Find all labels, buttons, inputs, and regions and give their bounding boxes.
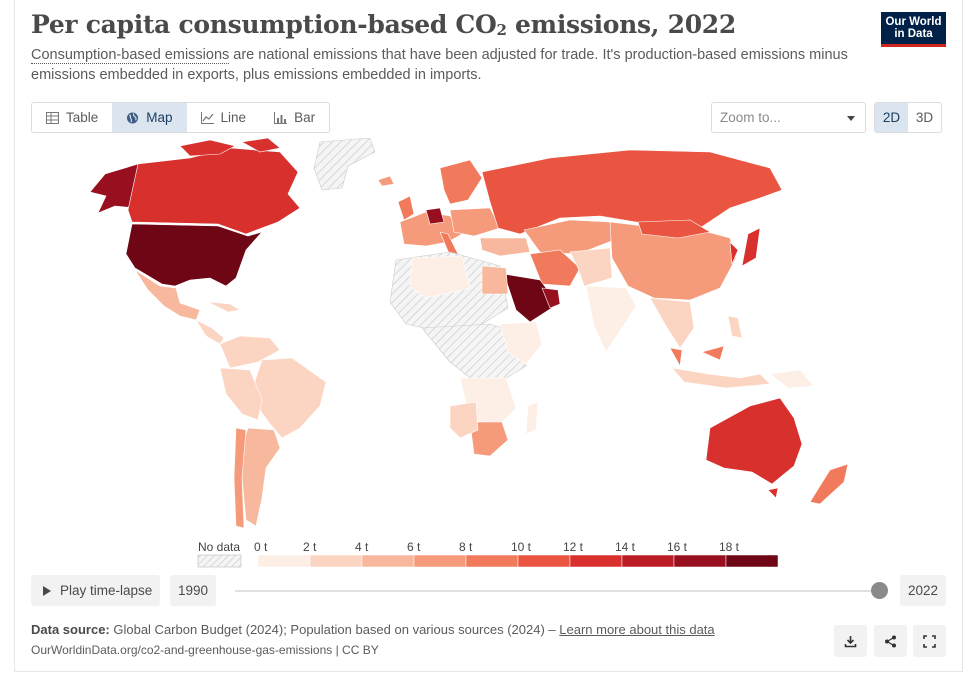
country-scandinavia[interactable] [439, 159, 483, 205]
share-button[interactable] [874, 625, 907, 657]
projection-3d-button[interactable]: 3D [915, 110, 934, 125]
source-url[interactable]: OurWorldinData.org/co2-and-greenhouse-ga… [31, 643, 379, 657]
country-canada-arctic[interactable] [179, 138, 281, 157]
country-turkey-caucasus[interactable] [479, 237, 531, 257]
country-libya-algeria[interactable] [409, 255, 471, 299]
legend-bin[interactable] [569, 554, 623, 568]
legend-tick-label: 12 t [563, 540, 584, 554]
color-legend [197, 554, 779, 568]
country-eastern-europe[interactable] [449, 207, 501, 237]
fullscreen-button[interactable] [913, 625, 946, 657]
world-map[interactable] [30, 138, 950, 538]
timeline-handle[interactable] [871, 582, 888, 599]
play-icon [43, 585, 51, 596]
country-southeast-asia[interactable] [649, 297, 695, 349]
country-russia[interactable] [481, 149, 783, 235]
chart-tabs: Table Map Line Bar [31, 102, 331, 133]
country-peru-bolivia[interactable] [219, 367, 263, 421]
data-source: Data source: Global Carbon Budget (2024)… [31, 622, 715, 637]
country-gulf-states[interactable] [541, 287, 561, 309]
tab-bar[interactable]: Bar [260, 103, 329, 132]
legend-bin[interactable] [257, 554, 311, 568]
country-tasmania[interactable] [767, 487, 779, 499]
projection-2d-button[interactable]: 2D [875, 103, 908, 132]
legend-tick-label: 6 t [407, 540, 421, 554]
legend-bin[interactable] [621, 554, 675, 568]
legend-no-data-label: No data [198, 540, 241, 554]
table-icon [46, 111, 59, 124]
tab-map[interactable]: Map [112, 103, 187, 132]
legend-bin[interactable] [413, 554, 467, 568]
tab-table[interactable]: Table [32, 103, 112, 132]
legend-bin[interactable] [361, 554, 415, 568]
legend-tick-label: 18 t [719, 540, 740, 554]
country-egypt[interactable] [481, 265, 509, 295]
country-philippines[interactable] [727, 315, 743, 339]
country-central-america[interactable] [195, 319, 225, 345]
country-png[interactable] [769, 369, 815, 389]
chevron-down-icon [847, 116, 855, 121]
country-argentina[interactable] [241, 427, 281, 527]
country-south-africa[interactable] [469, 421, 509, 457]
country-australia[interactable] [705, 397, 803, 485]
globe-icon [127, 111, 139, 124]
owid-logo[interactable]: Our World in Data [881, 12, 946, 47]
country-colombia-venezuela[interactable] [219, 335, 281, 369]
country-uk-ireland[interactable] [397, 195, 415, 221]
legend-tick-label: 8 t [459, 540, 473, 554]
country-new-zealand[interactable] [809, 463, 849, 505]
country-mexico[interactable] [134, 269, 201, 321]
legend-bin[interactable] [309, 554, 363, 568]
learn-more-link[interactable]: Learn more about this data [559, 622, 715, 637]
country-east-africa[interactable] [499, 321, 543, 365]
country-iceland[interactable] [377, 175, 395, 187]
country-mongolia[interactable] [637, 219, 711, 239]
country-chile[interactable] [233, 427, 247, 529]
country-malaysia[interactable] [669, 345, 725, 367]
legend-tick-label: 16 t [667, 540, 688, 554]
download-button[interactable] [834, 625, 867, 657]
share-icon [885, 635, 896, 647]
timeline-start-year[interactable]: 1990 [170, 575, 216, 606]
line-chart-icon [200, 111, 214, 124]
legend-tick-label: 0 t [254, 540, 268, 554]
country-arabian-peninsula[interactable] [503, 273, 559, 323]
download-icon [844, 635, 857, 647]
legend-tick-label: 10 t [511, 540, 532, 554]
country-indonesia[interactable] [671, 367, 771, 389]
subtitle: Consumption-based emissions are national… [31, 47, 848, 83]
country-korea-japan[interactable] [729, 227, 761, 267]
page-title: Per capita consumption-based CO2 emissio… [31, 10, 736, 39]
country-iran[interactable] [529, 249, 581, 287]
legend-bin[interactable] [465, 554, 519, 568]
legend-no-data-swatch [197, 554, 242, 568]
legend-bin[interactable] [673, 554, 727, 568]
zoom-placeholder: Zoom to... [720, 110, 781, 125]
country-madagascar[interactable] [525, 401, 539, 435]
country-central-asia[interactable] [569, 247, 613, 287]
country-greenland[interactable] [313, 138, 376, 191]
country-central-africa[interactable] [421, 323, 527, 383]
projection-toggle: 2D 3D [874, 102, 942, 133]
country-usa[interactable] [125, 223, 263, 287]
subtitle-definition-link[interactable]: Consumption-based emissions [31, 47, 230, 64]
country-namibia-botswana[interactable] [449, 401, 479, 439]
bar-chart-icon [274, 111, 288, 124]
timeline-end-year[interactable]: 2022 [900, 575, 946, 606]
timeline-track[interactable] [235, 590, 880, 592]
country-caribbean[interactable] [207, 301, 241, 313]
zoom-select[interactable]: Zoom to... [711, 102, 866, 133]
tab-line[interactable]: Line [187, 103, 261, 132]
legend-tick-label: 2 t [303, 540, 317, 554]
legend-bin[interactable] [517, 554, 571, 568]
chart-frame [14, 0, 963, 672]
legend-tick-label: 4 t [355, 540, 369, 554]
legend-arrow [768, 555, 778, 567]
country-india[interactable] [585, 285, 637, 353]
play-timelapse-button[interactable]: Play time-lapse [31, 575, 160, 606]
country-canada[interactable] [127, 147, 301, 235]
country-germany-benelux[interactable] [425, 207, 445, 225]
legend-tick-label: 14 t [615, 540, 636, 554]
expand-icon [923, 634, 936, 648]
